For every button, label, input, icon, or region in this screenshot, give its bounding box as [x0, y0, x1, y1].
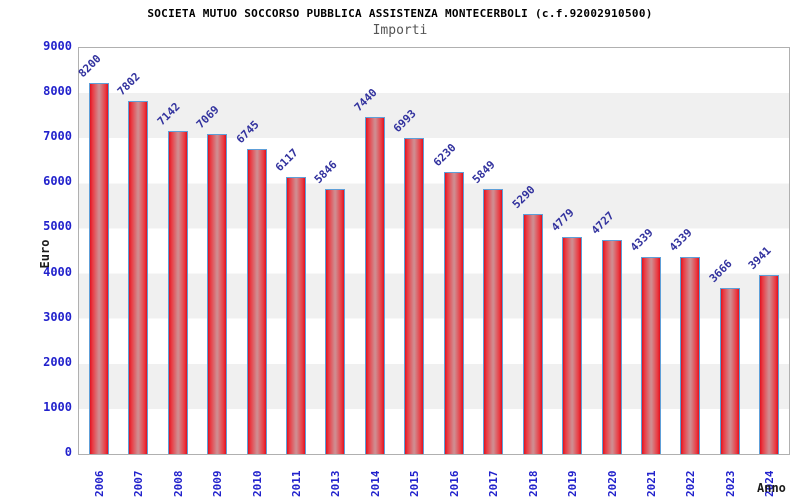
y-tick-label: 7000 — [43, 129, 72, 144]
bar — [601, 239, 622, 454]
bar — [759, 275, 780, 454]
bar — [522, 214, 543, 454]
bar-value-label: 7440 — [351, 86, 380, 115]
y-tick-label: 3000 — [43, 309, 72, 324]
x-tick-label: 2023 — [723, 470, 737, 498]
bar — [285, 177, 306, 454]
x-tick-label: 2019 — [566, 470, 580, 498]
bar-value-label: 8200 — [75, 52, 104, 81]
x-tick-label: 2007 — [132, 470, 146, 498]
bar-value-label: 6117 — [272, 146, 301, 175]
bar-value-label: 5849 — [469, 158, 498, 187]
x-tick-label: 2011 — [289, 470, 303, 498]
x-tick-label: 2018 — [526, 470, 540, 498]
y-tick-label: 2000 — [43, 354, 72, 369]
x-tick-label: 2006 — [92, 470, 106, 498]
bar-value-label: 6745 — [233, 117, 262, 146]
bar-value-label: 7142 — [154, 99, 183, 128]
x-tick-label: 2009 — [211, 470, 225, 498]
y-tick-label: 4000 — [43, 264, 72, 279]
bar-value-label: 3941 — [746, 244, 775, 273]
x-axis-title: Anno — [757, 481, 786, 495]
bar — [640, 257, 661, 454]
bar — [443, 171, 464, 454]
bar-value-label: 5290 — [509, 183, 538, 212]
bar — [680, 257, 701, 454]
bar — [128, 101, 149, 454]
bar — [207, 134, 228, 454]
bar-value-label: 3666 — [706, 256, 735, 285]
bar — [325, 189, 346, 454]
bar — [719, 287, 740, 454]
x-tick-label: 2010 — [250, 470, 264, 498]
x-tick-label: 2008 — [171, 470, 185, 498]
x-tick-label: 2013 — [329, 470, 343, 498]
bar — [483, 189, 504, 454]
x-tick-label: 2020 — [605, 470, 619, 498]
y-tick-label: 9000 — [43, 39, 72, 53]
bar-value-label: 4339 — [627, 226, 656, 255]
plot-area: 8200 7802 7142 7069 6745 6117 5846 7440 6993 6230… — [75, 47, 790, 455]
bar-value-label: 7069 — [193, 103, 222, 132]
y-tick-label: 5000 — [43, 219, 72, 234]
bar-value-label: 6230 — [430, 141, 459, 169]
bar-value-label: 6993 — [391, 106, 420, 135]
x-tick-label: 2016 — [447, 470, 461, 498]
bar — [364, 117, 385, 454]
bar-value-label: 7802 — [114, 70, 143, 99]
bar — [246, 148, 267, 454]
chart-subtitle: Importi — [372, 23, 428, 38]
y-tick-label: 0 — [64, 445, 72, 459]
x-tick-label: 2022 — [684, 470, 698, 498]
bar — [88, 83, 109, 454]
bar-value-label: 4779 — [548, 206, 577, 235]
bar-value-label: 4727 — [588, 208, 617, 237]
x-tick-label: 2015 — [408, 470, 422, 498]
bar — [562, 237, 583, 454]
bar-value-label: 5846 — [312, 158, 341, 187]
x-tick-label: 2014 — [368, 470, 382, 498]
y-tick-label: 6000 — [43, 174, 72, 189]
bar — [167, 130, 188, 454]
chart-title: SOCIETA MUTUO SOCCORSO PUBBLICA ASSISTEN… — [147, 7, 653, 20]
x-tick-label: 2017 — [487, 470, 501, 498]
x-tick-label: 2021 — [644, 470, 658, 498]
bar — [404, 137, 425, 454]
y-tick-label: 8000 — [43, 84, 72, 99]
bar-value-label: 4339 — [667, 226, 696, 255]
y-tick-label: 1000 — [43, 399, 72, 414]
